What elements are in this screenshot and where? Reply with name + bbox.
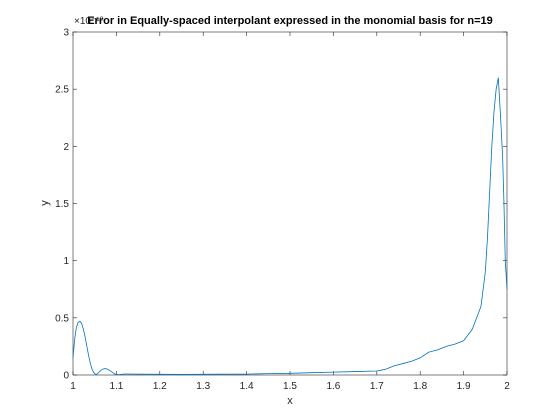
x-tick-label: 1.8 — [413, 381, 427, 392]
x-tick-label: 1.5 — [283, 381, 297, 392]
x-tick-label: 1.3 — [196, 381, 210, 392]
y-exponent-label: ×10⁻¹⁰ — [74, 16, 104, 27]
x-tick-label: 1 — [70, 381, 76, 392]
x-axis-label: x — [287, 395, 293, 407]
y-tick-label: 0 — [63, 371, 69, 382]
x-tick-label: 1.4 — [240, 381, 254, 392]
y-tick-label: 3 — [63, 28, 69, 39]
x-tick-label: 1.9 — [457, 381, 471, 392]
y-tick-label: 0.5 — [55, 313, 69, 324]
y-tick-label: 1.5 — [55, 199, 69, 210]
plot-area — [72, 31, 508, 376]
x-tick-label: 1.7 — [370, 381, 384, 392]
x-tick-labels: 1 1.1 1.2 1.3 1.4 1.5 1.6 1.7 1.8 1.9 2 — [70, 381, 510, 392]
series-line — [72, 77, 508, 376]
y-tick-label: 2.5 — [55, 85, 69, 96]
y-tick-labels: 0 0.5 1 1.5 2 2.5 3 — [55, 28, 69, 382]
y-tick-label: 1 — [63, 256, 69, 267]
tick-group — [72, 31, 508, 376]
series-group — [72, 77, 508, 376]
chart-title: Error in Equally-spaced interpolant expr… — [87, 15, 493, 27]
y-tick-label: 2 — [63, 142, 69, 153]
x-tick-label: 2 — [504, 381, 510, 392]
x-tick-label: 1.2 — [153, 381, 167, 392]
y-axis-label: y — [39, 200, 51, 206]
x-tick-label: 1.1 — [109, 381, 123, 392]
x-tick-label: 1.6 — [326, 381, 340, 392]
